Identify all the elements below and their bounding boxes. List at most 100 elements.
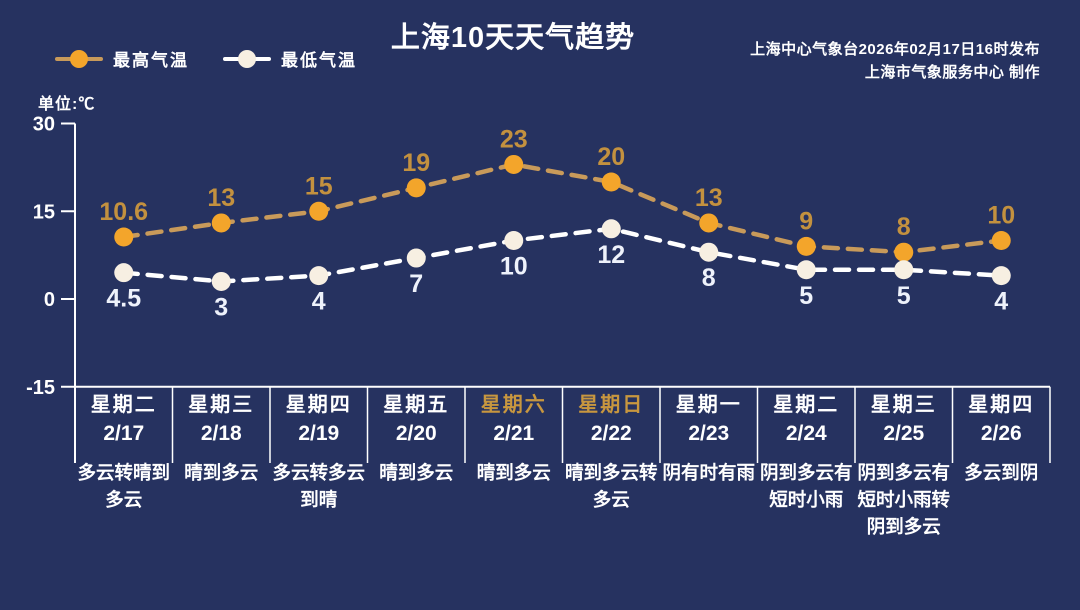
day-of-week-label: 星期三 (870, 394, 937, 416)
weather-description: 晴到多云 (379, 462, 454, 483)
weather-description: 多云转晴到多云 (77, 462, 170, 510)
y-axis-tick-label: 0 (44, 289, 55, 311)
max-temp-value-label: 10.6 (99, 198, 148, 226)
max-temp-line (121, 162, 1004, 255)
legend-max-temp-label: 最高气温 (113, 51, 189, 70)
day-of-week-label: 星期日 (578, 394, 645, 416)
weather-description: 阴有时有雨 (662, 462, 755, 483)
date-label: 2/26 (980, 422, 1022, 445)
y-axis-tick-label: -15 (26, 377, 55, 399)
min-temp-value-label: 12 (597, 241, 625, 269)
forecast-day-column: 星期二 2/24 阴到多云有短时小雨 (758, 392, 856, 540)
weather-description: 晴到多云转多云 (564, 462, 658, 510)
min-temp-line (121, 226, 1004, 284)
min-temp-value-label: 10 (500, 253, 528, 281)
forecast-day-column: 星期六 2/21 晴到多云 (465, 392, 563, 540)
min-temp-value-label: 5 (897, 282, 911, 310)
max-temp-value-label: 20 (597, 143, 625, 171)
min-temp-marker (991, 266, 1011, 286)
max-temp-marker (114, 227, 134, 247)
min-temp-value-label: 4 (994, 288, 1008, 316)
y-axis-tick-label: 15 (33, 201, 55, 223)
max-temp-value-label: 19 (402, 149, 430, 177)
date-label: 2/25 (883, 422, 925, 445)
weather-description: 阴到多云有短时小雨 (759, 462, 853, 510)
min-temp-value-label: 4 (312, 288, 326, 316)
date-label: 2/20 (395, 422, 437, 445)
forecast-day-column: 星期二 2/17 多云转晴到多云 (75, 392, 173, 540)
forecast-day-column: 星期五 2/20 晴到多云 (368, 392, 466, 540)
y-axis-tick-label: 30 (33, 114, 55, 136)
min-temp-marker (504, 231, 524, 250)
day-of-week-label: 星期二 (773, 394, 840, 416)
source-producer-line: 上海市气象服务中心 制作 (864, 64, 1040, 82)
day-of-week-label: 星期五 (383, 394, 450, 416)
max-temp-marker (406, 178, 426, 198)
max-temp-value-label: 13 (695, 184, 723, 212)
day-of-week-label: 星期六 (480, 394, 547, 416)
date-label: 2/17 (103, 422, 145, 445)
max-temp-marker (504, 154, 524, 174)
min-temp-value-label: 8 (702, 264, 716, 292)
min-temp-marker (406, 248, 426, 268)
date-label: 2/22 (590, 422, 632, 445)
min-temp-value-label: 4.5 (106, 285, 141, 313)
day-of-week-label: 星期四 (285, 394, 352, 416)
page-title: 上海10天天气趋势 (390, 22, 636, 54)
max-temp-marker (601, 172, 621, 192)
forecast-day-column: 星期四 2/19 多云转多云到晴 (270, 392, 368, 540)
min-temp-value-label: 3 (214, 293, 228, 321)
min-temp-marker (699, 242, 719, 262)
source-issued-line: 上海中心气象台2026年02月17日16时发布 (750, 41, 1040, 58)
min-temp-legend-marker-icon (223, 49, 271, 68)
source-info: 上海中心气象台2026年02月17日16时发布 上海市气象服务中心 制作 (750, 38, 1040, 85)
weather-description: 阴到多云有短时小雨转阴到多云 (857, 462, 950, 537)
date-label: 2/21 (493, 422, 535, 445)
min-temp-marker (894, 260, 914, 280)
max-temp-marker (796, 236, 816, 256)
day-of-week-label: 星期三 (188, 394, 255, 416)
max-temp-marker (894, 242, 914, 262)
min-temp-marker (309, 266, 329, 286)
weather-description: 晴到多云 (184, 462, 259, 483)
day-of-week-label: 星期四 (968, 394, 1035, 416)
legend-item-min-temp: 最低气温 (223, 46, 357, 71)
max-temp-value-label: 15 (305, 172, 333, 200)
date-label: 2/24 (785, 422, 827, 445)
forecast-day-column: 星期一 2/23 阴有时有雨 (660, 392, 758, 540)
max-temp-value-label: 10 (987, 202, 1015, 230)
legend-min-temp-label: 最低气温 (281, 51, 357, 70)
forecast-day-column: 星期三 2/25 阴到多云有短时小雨转阴到多云 (855, 392, 953, 540)
max-temp-value-label: 9 (799, 207, 813, 235)
max-temp-marker (991, 231, 1011, 250)
max-temp-value-label: 23 (500, 125, 528, 153)
min-temp-marker (796, 260, 816, 280)
day-of-week-label: 星期二 (90, 394, 157, 416)
min-temp-value-label: 5 (799, 282, 813, 310)
max-temp-marker (309, 201, 329, 221)
forecast-row: 星期二 2/17 多云转晴到多云 星期三 2/18 晴到多云 星期四 2/19 多云转多云到晴星… (75, 392, 1050, 540)
date-label: 2/19 (298, 422, 340, 445)
min-temp-marker (601, 219, 621, 239)
min-temp-marker (211, 271, 231, 291)
legend-item-max-temp: 最高气温 (55, 46, 189, 71)
unit-label: 单位:℃ (38, 96, 96, 113)
weather-description: 多云转多云到晴 (272, 462, 365, 510)
forecast-day-column: 星期三 2/18 晴到多云 (173, 392, 271, 540)
min-temp-marker (114, 263, 134, 283)
day-of-week-label: 星期一 (675, 394, 742, 416)
weather-description: 晴到多云 (476, 462, 551, 483)
min-temp-value-label: 7 (409, 270, 423, 298)
weather-description: 多云到阴 (964, 462, 1039, 483)
max-temp-value-label: 8 (897, 213, 911, 241)
date-label: 2/18 (200, 422, 242, 445)
chart-legend: 最高气温 最低气温 (55, 46, 357, 71)
max-temp-legend-marker-icon (55, 49, 103, 68)
max-temp-marker (699, 213, 719, 233)
max-temp-marker (211, 213, 231, 233)
forecast-day-column: 星期日 2/22 晴到多云转多云 (563, 392, 661, 540)
date-label: 2/23 (688, 422, 730, 445)
max-temp-value-label: 13 (207, 184, 235, 212)
